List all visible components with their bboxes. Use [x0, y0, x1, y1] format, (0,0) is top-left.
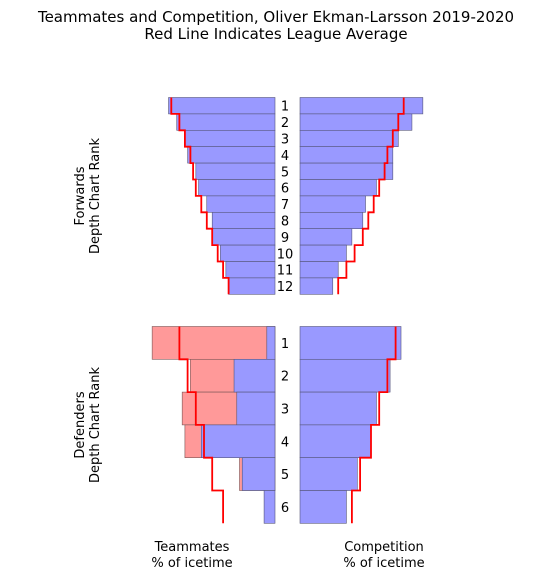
forwards-competition-average-line: [337, 97, 405, 295]
defenders-competition-bar-6: [299, 490, 347, 524]
forwards-rank-label-1: 1: [281, 100, 289, 115]
forwards-teammate-bar-12: [228, 277, 276, 295]
forwards-rank-label-12: 12: [277, 280, 294, 295]
forwards-ylabel-line1: Forwards: [73, 166, 88, 225]
forwards-competition-bar-5: [299, 162, 394, 180]
forwards-competition-bar-2: [299, 113, 413, 131]
defenders-teammate-bar-3: [236, 391, 276, 426]
forwards-competition-bar-6: [299, 179, 377, 197]
defenders-competition-average-line: [351, 326, 397, 524]
defenders-panel: 1 2 3 4 5 6: [151, 326, 402, 524]
forwards-competition-bar-4: [299, 146, 394, 164]
forwards-rank-label-8: 8: [281, 215, 289, 230]
forwards-rank-label-5: 5: [281, 165, 289, 180]
defenders-teammate-bar-4: [200, 424, 276, 458]
forwards-teammate-bar-10: [220, 244, 276, 262]
forwards-competition-bar-7: [299, 195, 366, 213]
defenders-competition-bar-1: [299, 326, 402, 360]
defenders-rank-label-4: 4: [281, 435, 289, 450]
forwards-teammate-bar-9: [211, 228, 276, 246]
forwards-teammate-bar-8: [211, 212, 276, 230]
forwards-teammate-bar-1: [168, 97, 276, 115]
defenders-competition-bar-4: [299, 424, 372, 458]
forwards-rank-label-4: 4: [281, 149, 289, 164]
forwards-competition-bar-10: [299, 244, 347, 262]
defenders-ylabel-line1: Defenders: [73, 391, 88, 458]
xlabel-competition-line1: Competition: [344, 540, 424, 555]
defenders-teammate-bar-2: [233, 358, 276, 393]
forwards-teammates-average-line: [170, 97, 230, 295]
forwards-rank-label-9: 9: [281, 231, 289, 246]
defenders-competition-bar-3: [299, 391, 377, 426]
defenders-ylabel-line2: Depth Chart Rank: [88, 367, 103, 484]
forwards-rank-label-6: 6: [281, 182, 289, 197]
defenders-rank-label-5: 5: [281, 468, 289, 483]
xlabel-teammates-line2: % of icetime: [151, 556, 232, 571]
defenders-teammate-bar-6: [263, 490, 276, 524]
xlabel-competition-line2: % of icetime: [343, 556, 424, 571]
forwards-rank-label-3: 3: [281, 133, 289, 148]
forwards-teammate-bar-4: [187, 146, 276, 164]
forwards-teammate-bar-2: [176, 113, 276, 131]
forwards-competition-bar-12: [299, 277, 334, 295]
forwards-teammate-bar-7: [206, 195, 276, 213]
defenders-teammate-bar-5: [241, 457, 276, 491]
defenders-rank-label-6: 6: [281, 501, 289, 516]
defenders-rank-label-3: 3: [281, 403, 289, 418]
defenders-teammate-bar-1: [266, 326, 276, 360]
forwards-competition-bar-11: [299, 261, 339, 279]
chart-subtitle: Red Line Indicates League Average: [144, 25, 407, 43]
chart-title: Teammates and Competition, Oliver Ekman-…: [37, 8, 514, 26]
forwards-rank-label-11: 11: [277, 264, 294, 279]
defenders-rank-label-1: 1: [281, 337, 289, 352]
defenders-teammate-pair-bar-1: [151, 326, 276, 360]
forwards-rank-label-10: 10: [277, 247, 294, 262]
defenders-competition-bar-2: [299, 358, 391, 393]
forwards-teammate-bar-6: [198, 179, 276, 197]
forwards-teammate-bar-3: [184, 130, 276, 148]
xlabel-teammates-line1: Teammates: [154, 540, 230, 555]
forwards-rank-label-2: 2: [281, 116, 289, 131]
defenders-rank-label-2: 2: [281, 370, 289, 385]
forwards-competition-bar-8: [299, 212, 364, 230]
forwards-teammate-bar-11: [225, 261, 276, 279]
defenders-teammates-average-line: [178, 326, 224, 524]
forwards-competition-bar-9: [299, 228, 353, 246]
forwards-rank-label-7: 7: [281, 198, 289, 213]
defenders-competition-bar-5: [299, 457, 358, 491]
forwards-teammate-bar-5: [195, 162, 276, 180]
forwards-competition-bar-3: [299, 130, 399, 148]
forwards-ylabel-line2: Depth Chart Rank: [88, 138, 103, 255]
